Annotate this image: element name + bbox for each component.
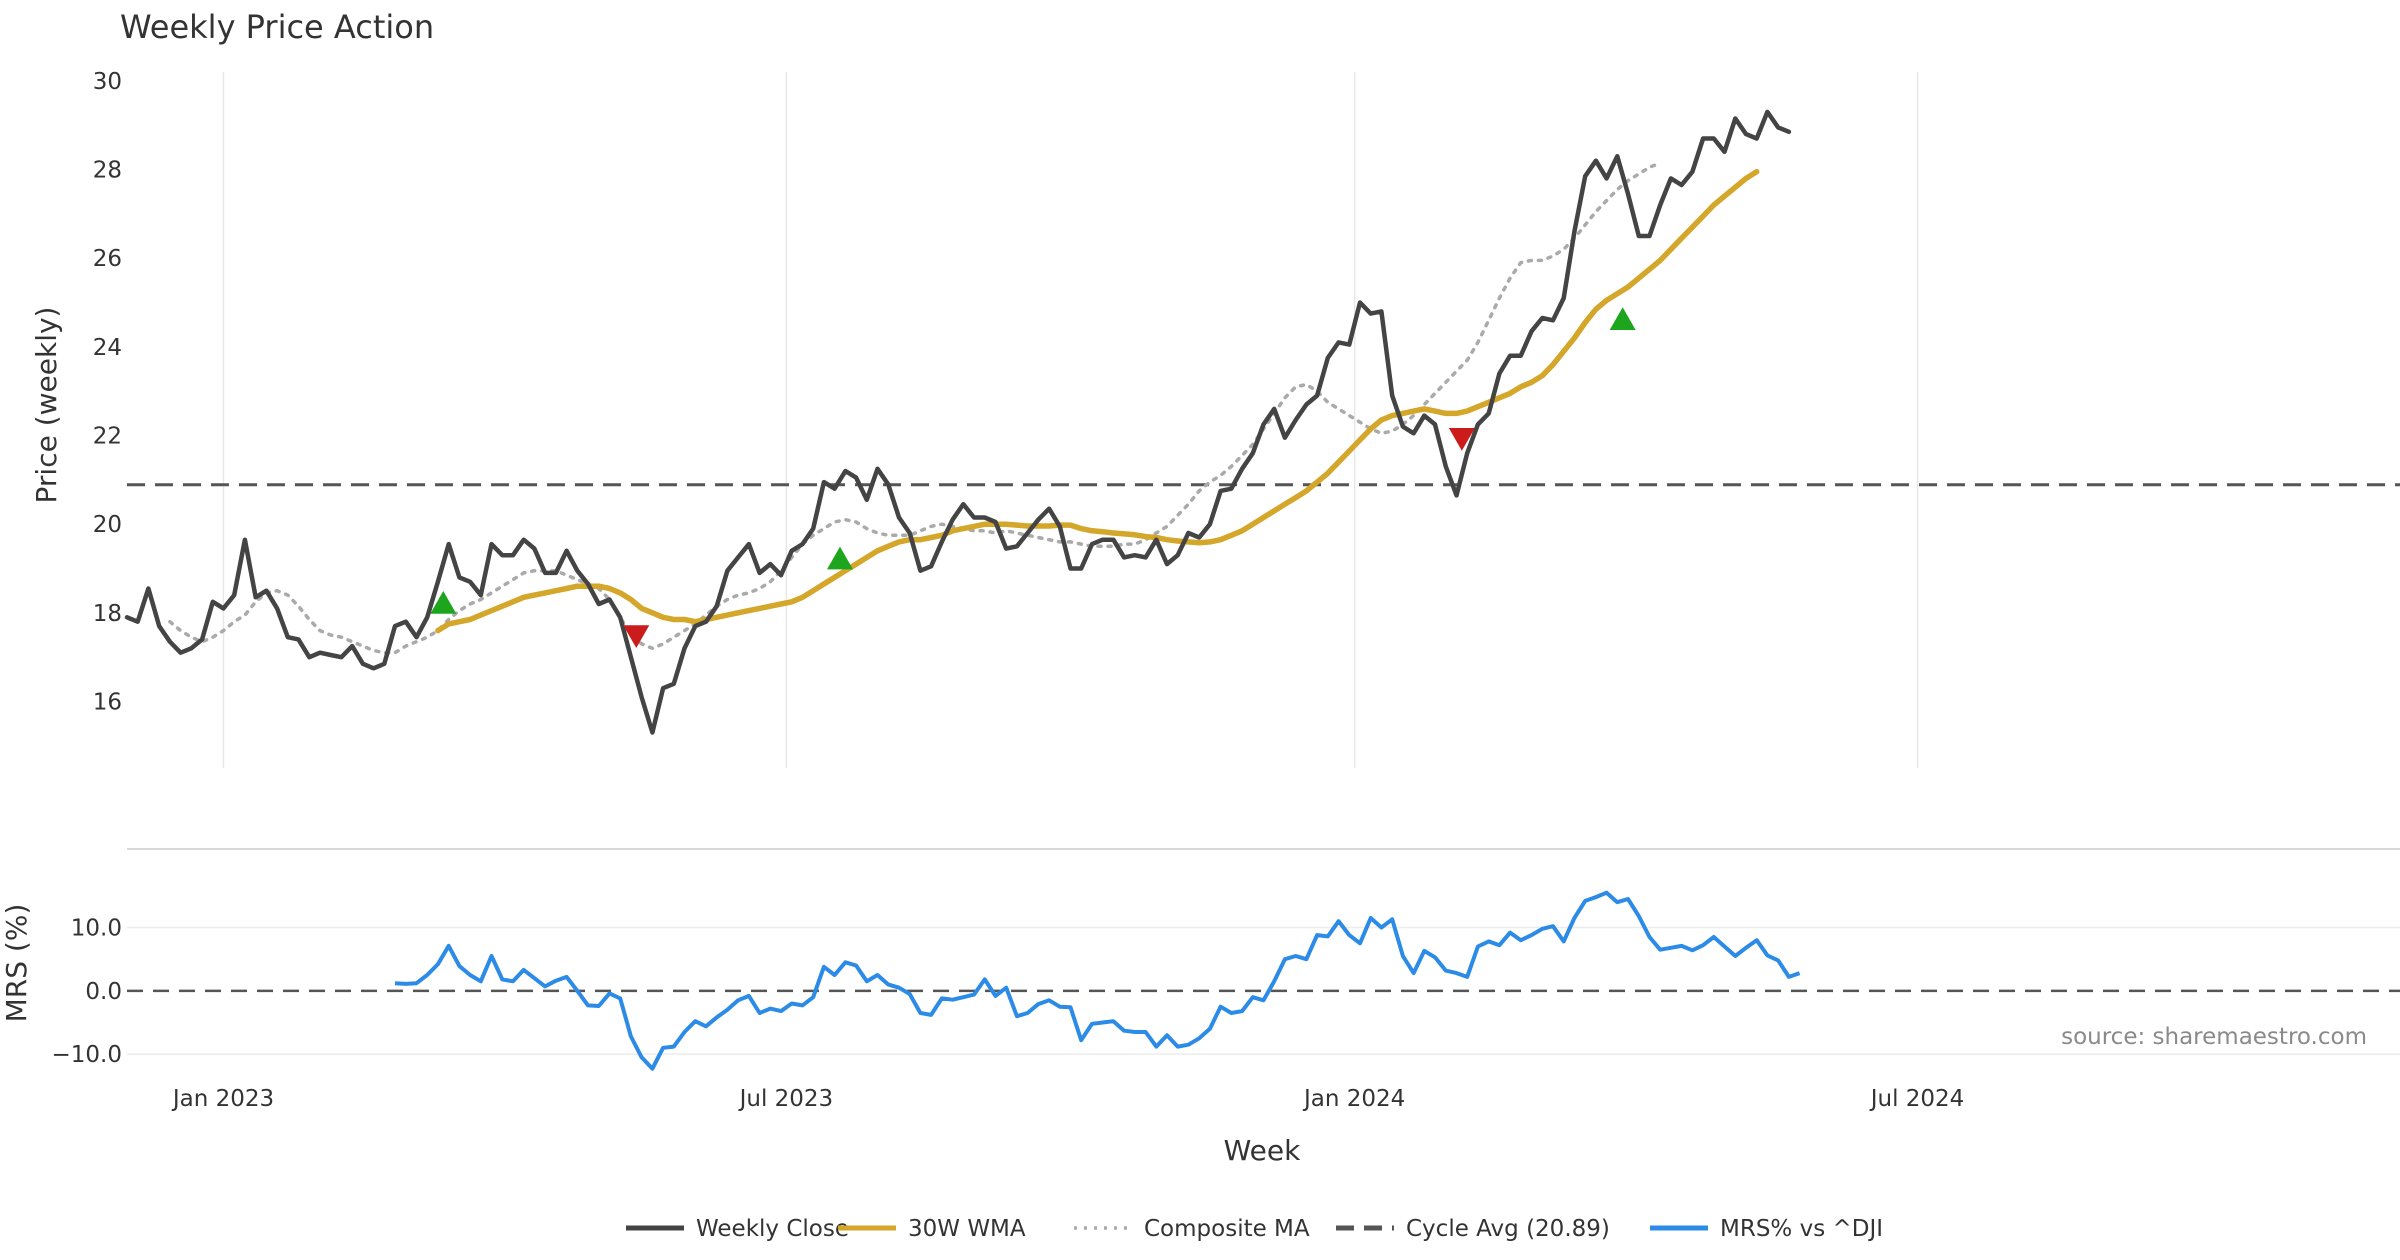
mrs-line	[394, 890, 1801, 1071]
sell-signal-3	[1448, 427, 1475, 451]
weekly-close-line	[124, 109, 1792, 735]
legend-label-wma: 30W WMA	[908, 1216, 1026, 1242]
mrs-y-gridlines	[127, 926, 2400, 1055]
x-axis-label: Week	[1224, 1134, 1301, 1167]
buy-signal-4	[1609, 307, 1636, 331]
price-y-tick: 30	[93, 69, 122, 95]
legend-item-close: Weekly Close	[626, 1216, 849, 1242]
price-y-tick: 24	[93, 335, 122, 361]
mrs-panel: −10.0 0.0 10.0 MRS (%) source: sharemaestr…	[0, 890, 2400, 1071]
legend-label-close: Weekly Close	[696, 1216, 849, 1242]
legend-label-cycle: Cycle Avg (20.89)	[1406, 1216, 1610, 1242]
legend-item-mrs: MRS% vs ^DJI	[1650, 1216, 1883, 1242]
wma-30w-line	[435, 168, 1760, 634]
chart-title: Weekly Price Action	[120, 8, 434, 46]
buy-signal-0	[430, 590, 457, 614]
legend-item-composite: Composite MA	[1074, 1216, 1310, 1242]
mrs-y-ticks: −10.0 0.0 10.0	[52, 916, 122, 1069]
price-y-tick: 22	[93, 424, 122, 450]
price-y-tick: 28	[93, 158, 122, 184]
x-tick-label: Jan 2024	[1302, 1086, 1405, 1112]
mrs-y-tick: 10.0	[71, 916, 122, 942]
price-x-gridlines	[222, 72, 1919, 768]
legend-label-mrs: MRS% vs ^DJI	[1720, 1216, 1883, 1242]
composite-ma-line	[168, 161, 1662, 655]
mrs-y-tick: 0.0	[85, 979, 122, 1005]
legend: Weekly Close 30W WMA Composite MA Cycle Avg…	[626, 1216, 1883, 1242]
price-y-tick: 18	[93, 601, 122, 627]
price-y-tick: 16	[93, 690, 122, 716]
mrs-y-tick: −10.0	[52, 1042, 122, 1068]
sell-signal-1	[623, 625, 650, 649]
price-panel: 16 18 20 22 24 26 28 30 Price (weekly)	[30, 69, 2400, 768]
signal-markers	[430, 307, 1636, 649]
buy-signal-2	[826, 546, 853, 570]
legend-item-cycle: Cycle Avg (20.89)	[1336, 1216, 1610, 1242]
x-tick-label: Jul 2023	[738, 1086, 834, 1112]
price-y-tick: 20	[93, 512, 122, 538]
x-tick-label: Jul 2024	[1869, 1086, 1965, 1112]
price-y-axis-label: Price (weekly)	[30, 307, 63, 504]
mrs-y-axis-label: MRS (%)	[0, 904, 33, 1023]
price-y-tick: 26	[93, 246, 122, 272]
price-y-ticks: 16 18 20 22 24 26 28 30	[93, 69, 122, 716]
x-tick-label: Jan 2023	[171, 1086, 274, 1112]
legend-item-wma: 30W WMA	[838, 1216, 1026, 1242]
source-label: source: sharemaestro.com	[2061, 1024, 2367, 1050]
legend-label-composite: Composite MA	[1144, 1216, 1310, 1242]
